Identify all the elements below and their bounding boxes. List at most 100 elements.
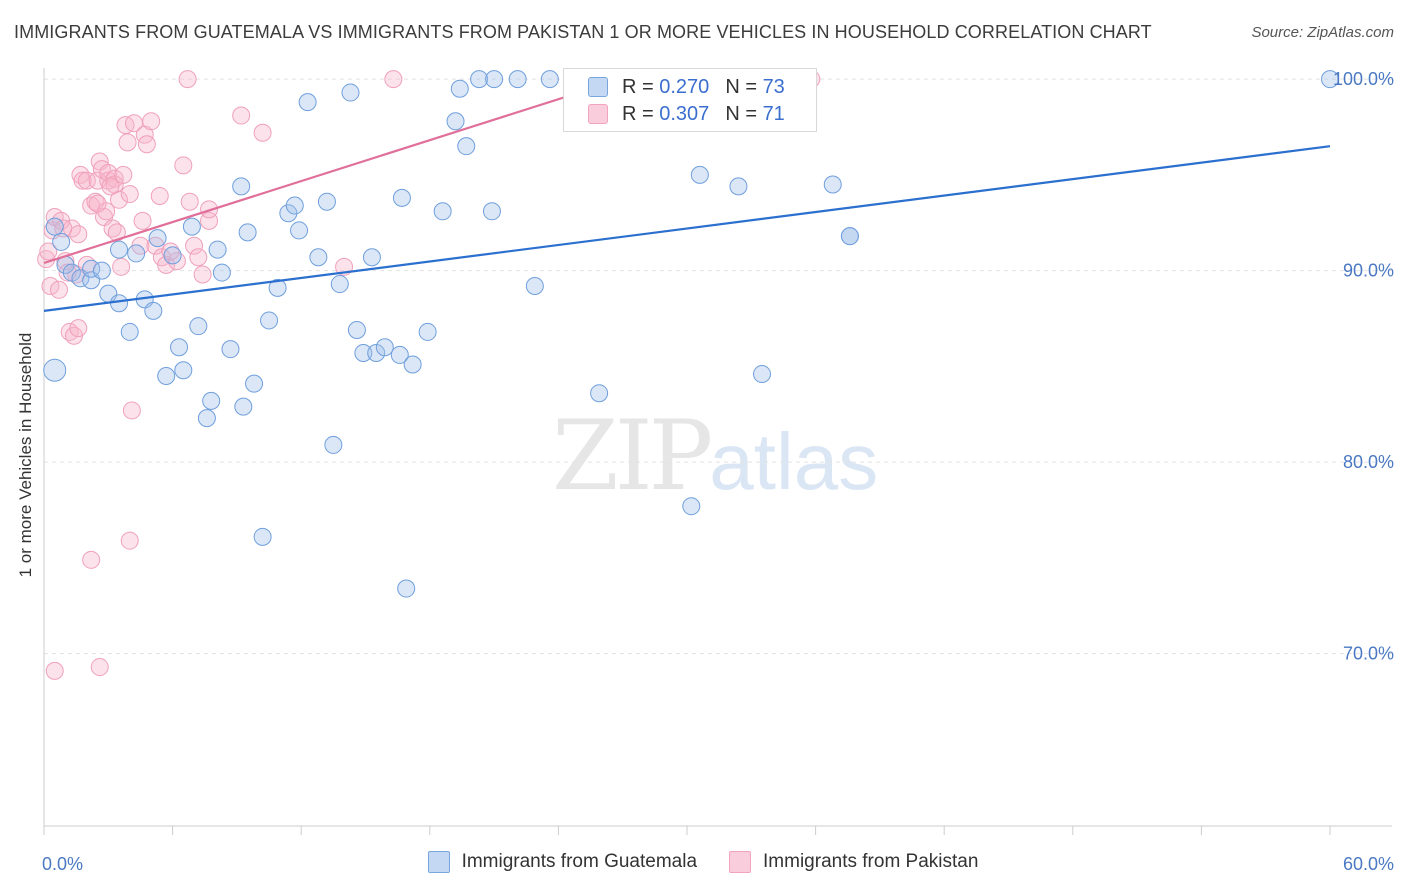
legend-n-label: N =	[725, 102, 757, 125]
tick-labels: 70.0% 80.0% 90.0% 100.0% 0.0% 60.0%	[42, 69, 1394, 874]
guatemala-point	[823, 175, 842, 194]
guatemala-point	[690, 165, 709, 184]
guatemala-point	[238, 223, 257, 242]
grid-lines	[44, 78, 1392, 655]
pakistan-point	[69, 319, 88, 338]
guatemala-point	[508, 70, 527, 89]
guatemala-point	[285, 196, 304, 215]
guatemala-point	[43, 358, 67, 382]
pakistan-point	[120, 185, 139, 204]
pakistan-point	[88, 194, 107, 213]
guatemala-point	[92, 261, 111, 280]
guatemala-point	[45, 217, 64, 236]
guatemala-point	[309, 248, 328, 267]
pakistan-point	[110, 190, 129, 209]
pakistan-point	[157, 255, 176, 274]
y-tick-label: 70.0%	[1343, 644, 1394, 664]
guatemala-point	[221, 340, 240, 359]
pakistan-points	[37, 70, 821, 680]
pakistan-swatch	[588, 104, 608, 124]
pakistan-point	[90, 658, 109, 677]
pakistan-point	[114, 165, 133, 184]
guatemala-point	[245, 374, 264, 393]
guatemala-point	[457, 137, 476, 156]
guatemala-point	[212, 263, 231, 282]
guatemala-point	[433, 202, 452, 221]
y-tick-label: 100.0%	[1333, 69, 1394, 89]
pakistan-point	[101, 177, 120, 196]
pakistan-point	[118, 133, 137, 152]
guatemala-point	[1321, 70, 1339, 89]
guatemala-point	[540, 70, 559, 89]
pakistan-point	[77, 171, 96, 190]
legend-r-value: 0.307	[659, 102, 710, 125]
guatemala-point	[482, 202, 501, 221]
watermark-zip: ZIP	[552, 400, 713, 512]
axes	[43, 68, 1392, 835]
guatemala-point	[485, 70, 504, 89]
pakistan-point	[120, 531, 139, 550]
guatemala-point	[268, 278, 287, 297]
guatemala-point	[52, 232, 71, 251]
guatemala-point	[62, 263, 81, 282]
guatemala-point	[127, 244, 146, 263]
pakistan-point	[45, 661, 64, 680]
guatemala-point	[163, 246, 182, 265]
guatemala-point	[397, 579, 416, 598]
guatemala-point	[729, 177, 748, 196]
pakistan-point	[193, 265, 212, 284]
bottom-legend-guatemala-label: Immigrants from Guatemala	[461, 851, 698, 872]
guatemala-point	[298, 93, 317, 112]
pakistan-point	[142, 112, 161, 131]
guatemala-point	[197, 409, 216, 428]
guatemala-point	[110, 294, 129, 313]
guatemala-point	[232, 177, 251, 196]
bottom-legend-pakistan-label: Immigrants from Pakistan	[763, 851, 979, 872]
watermark: ZIPatlas	[552, 400, 878, 512]
guatemala-point	[682, 497, 701, 516]
bottom-legend: Immigrants from Guatemala Immigrants fro…	[0, 851, 1406, 873]
y-tick-label: 80.0%	[1343, 452, 1394, 472]
pakistan-point	[39, 242, 58, 261]
bottom-legend-pakistan: Immigrants from Pakistan	[729, 851, 978, 873]
guatemala-point	[341, 83, 360, 102]
guatemala-point	[324, 435, 343, 454]
trend-lines	[43, 74, 1331, 312]
pakistan-swatch	[729, 851, 752, 873]
guatemala-point	[189, 317, 208, 336]
pakistan-point	[178, 70, 197, 89]
guatemala-point	[148, 229, 167, 248]
pakistan-point	[122, 401, 141, 420]
guatemala-point	[290, 221, 309, 240]
chart-title: IMMIGRANTS FROM GUATEMALA VS IMMIGRANTS …	[14, 22, 1152, 42]
pakistan-point	[50, 280, 69, 299]
guatemala-point	[157, 366, 176, 385]
legend-n-value: 73	[762, 75, 785, 98]
guatemala-point	[450, 79, 469, 98]
pakistan-point	[232, 106, 251, 125]
guatemala-point	[525, 276, 544, 295]
guatemala-points	[43, 70, 1339, 598]
guatemala-point	[317, 192, 336, 211]
legend-r-label: R =	[622, 75, 654, 98]
guatemala-point	[390, 345, 409, 364]
guatemala-point	[418, 322, 437, 341]
guatemala-point	[392, 188, 411, 207]
legend-n-label: N =	[725, 75, 757, 98]
legend-row-pakistan: R = 0.307 N = 71	[588, 102, 785, 126]
guatemala-point	[170, 338, 189, 357]
guatemala-point	[367, 343, 386, 362]
guatemala-point	[362, 248, 381, 267]
guatemala-point	[347, 321, 366, 340]
pakistan-point	[384, 70, 403, 89]
guatemala-point	[403, 355, 422, 374]
pakistan-point	[189, 248, 208, 267]
guatemala-point	[279, 204, 298, 223]
pakistan-point	[82, 550, 101, 569]
guatemala-point	[375, 338, 394, 357]
guatemala-trend-line	[43, 145, 1331, 312]
pakistan-point	[133, 211, 152, 230]
pakistan-point	[185, 236, 204, 255]
guatemala-point	[590, 384, 609, 403]
pakistan-point	[69, 225, 88, 244]
